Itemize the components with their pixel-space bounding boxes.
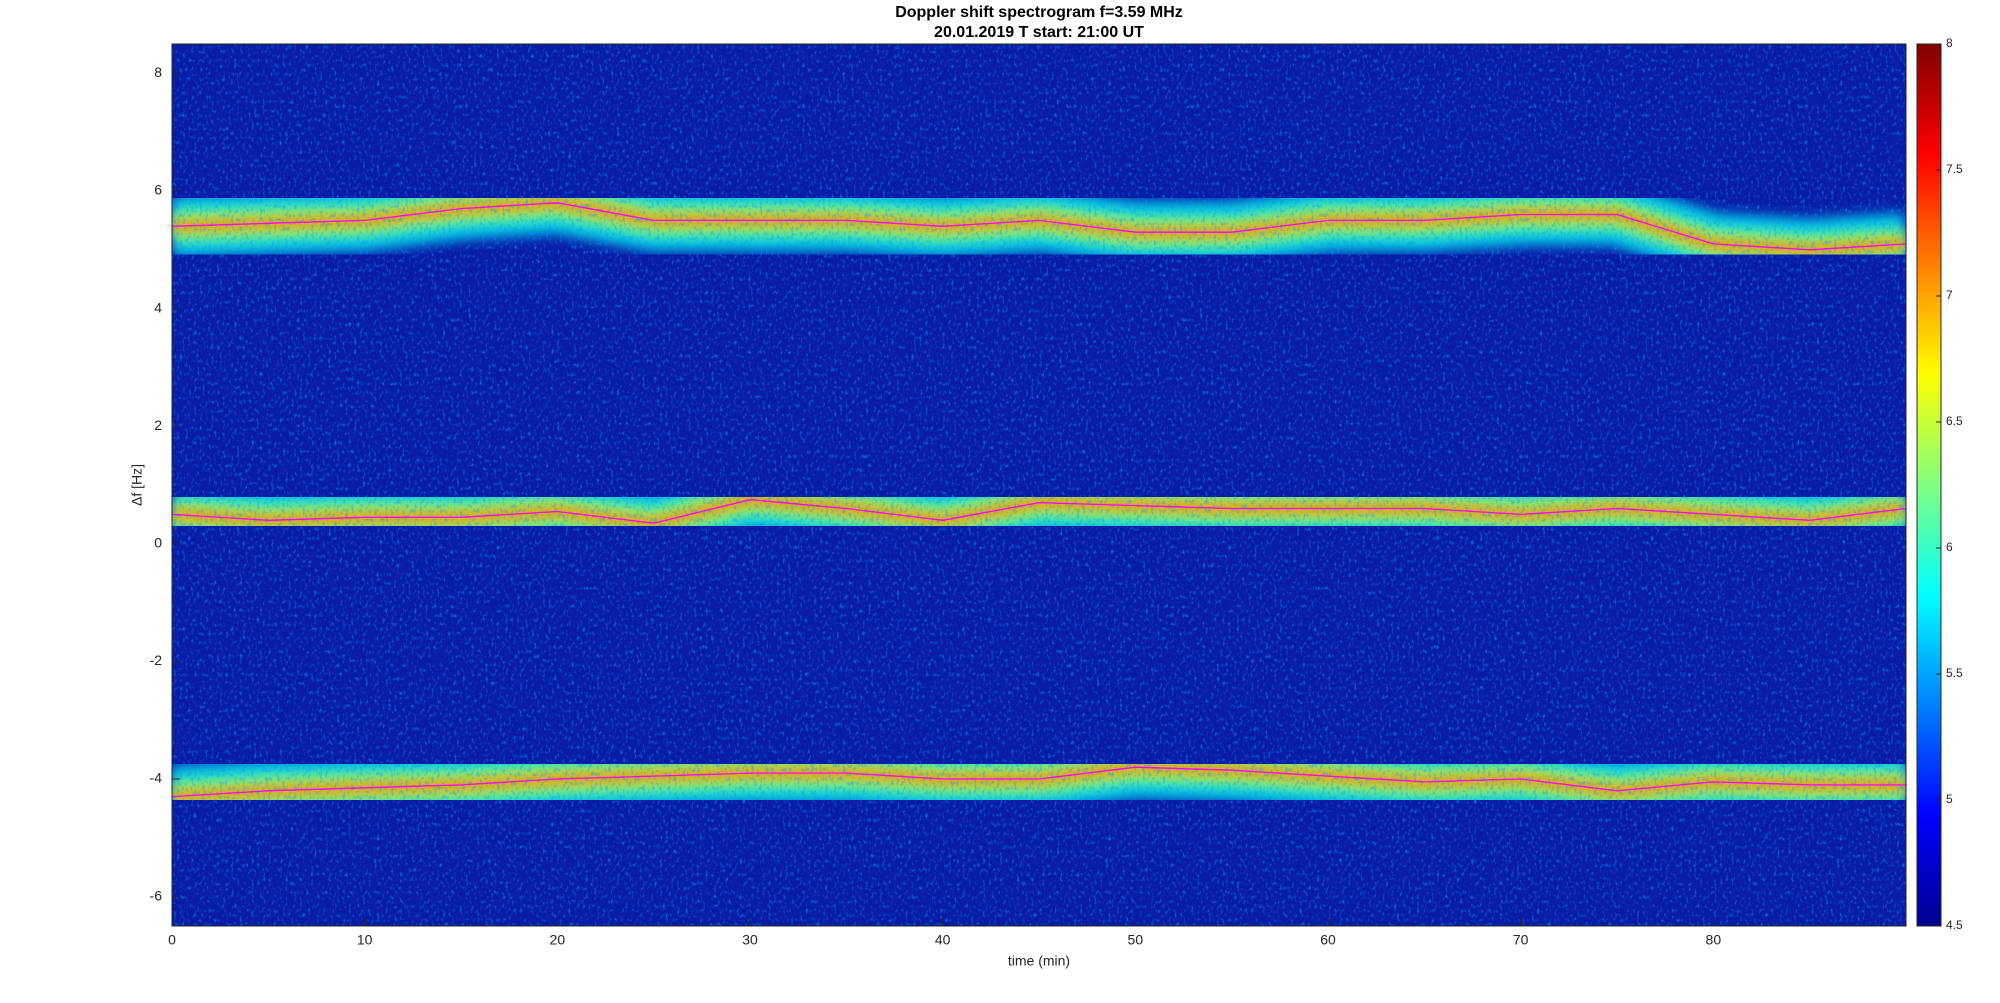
trace-line (172, 499, 1906, 524)
y-tick-label: 8 (154, 64, 162, 80)
x-tick-label: 30 (742, 932, 758, 948)
colorbar-tick-label: 6 (1946, 540, 1953, 554)
colorbar-tick-label: 5 (1946, 792, 1953, 806)
y-tick-label: -2 (150, 652, 163, 668)
colorbar-tick-label: 5.5 (1946, 666, 1963, 680)
y-tick-label: 2 (154, 417, 162, 433)
y-tick-label: -6 (150, 887, 163, 903)
x-tick-label: 0 (168, 932, 176, 948)
colorbar-tick-label: 7 (1946, 288, 1953, 302)
x-tick-label: 50 (1128, 932, 1144, 948)
colorbar (1917, 44, 1941, 926)
y-tick-label: -4 (150, 770, 163, 786)
y-tick-label: 4 (154, 299, 162, 315)
chart-subtitle: 20.01.2019 T start: 21:00 UT (934, 24, 1144, 41)
x-tick-label: 70 (1513, 932, 1529, 948)
noise-texture (172, 44, 1906, 926)
trace-line (172, 766, 1906, 798)
colorbar-tick-label: 7.5 (1946, 162, 1963, 176)
x-axis-label: time (min) (1008, 953, 1070, 969)
y-tick-label: 6 (154, 182, 162, 198)
plot-frame (171, 43, 1907, 927)
trace-line (172, 202, 1906, 251)
x-tick-label: 60 (1320, 932, 1336, 948)
x-tick-label: 20 (550, 932, 566, 948)
y-tick-label: 0 (154, 535, 162, 551)
x-tick-label: 40 (935, 932, 951, 948)
trace-lines (172, 202, 1906, 798)
colorbar-tick-label: 8 (1946, 36, 1953, 50)
x-tick-label: 80 (1706, 932, 1722, 948)
colorbar-frame (1916, 43, 1942, 927)
x-tick-label: 10 (357, 932, 373, 948)
y-axis-label: Δf [Hz] (129, 464, 145, 506)
colorbar-tick-label: 4.5 (1946, 918, 1963, 932)
colorbar-tick-label: 6.5 (1946, 414, 1963, 428)
chart-title: Doppler shift spectrogram f=3.59 MHz (895, 4, 1183, 21)
